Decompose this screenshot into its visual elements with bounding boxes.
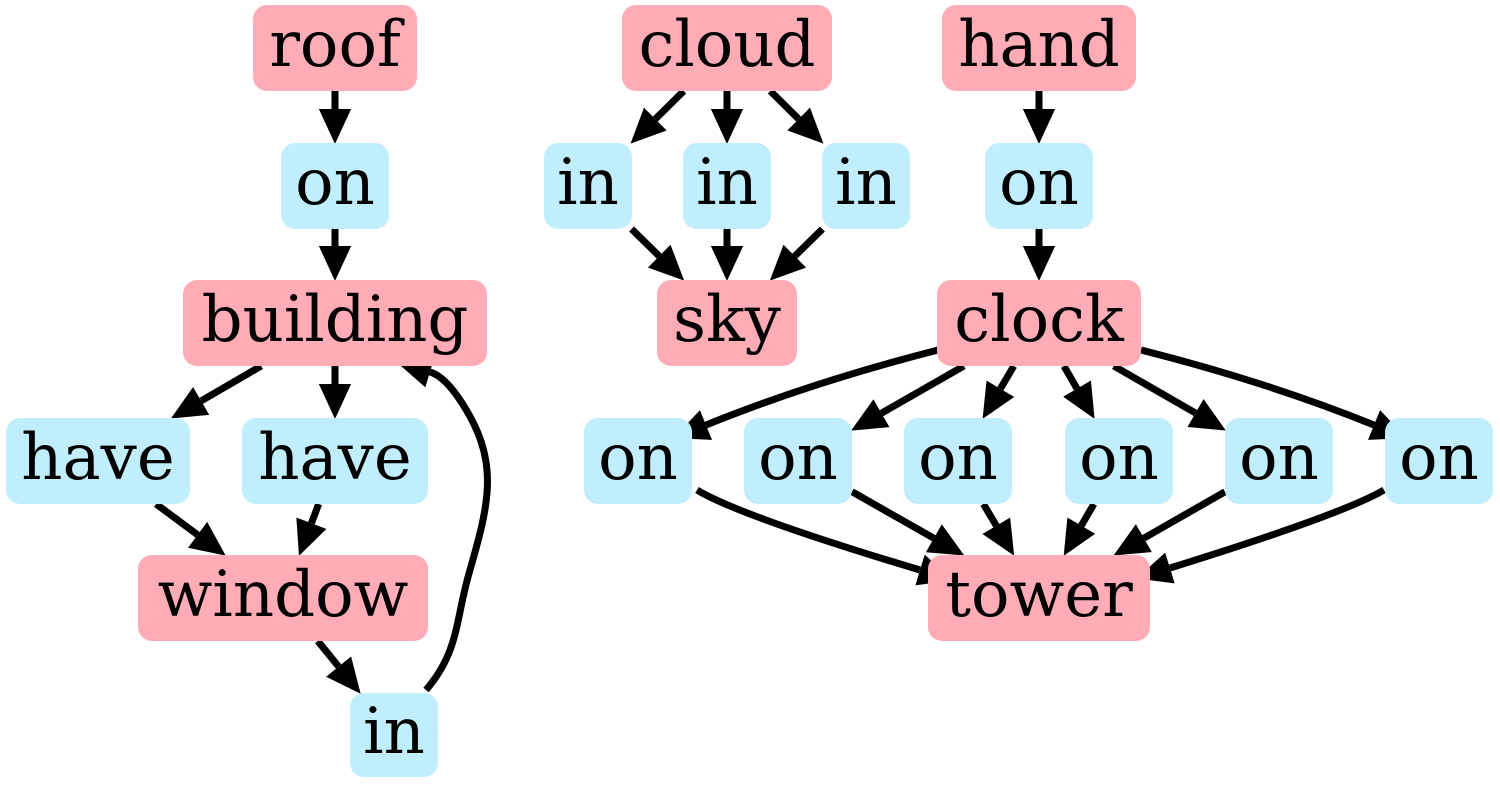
node-hand: hand	[942, 5, 1136, 91]
node-label-tower: tower	[945, 558, 1133, 632]
node-on6: on	[1385, 418, 1493, 504]
node-label-hand: hand	[958, 8, 1120, 82]
edge-on5-to-tower	[1113, 488, 1227, 556]
edges-layer	[154, 88, 1407, 694]
node-label-window: window	[158, 558, 409, 632]
node-box-on5	[1225, 418, 1333, 504]
node-in3: in	[822, 143, 910, 229]
node-label-have1: have	[21, 421, 174, 495]
node-label-roof: roof	[269, 8, 405, 82]
node-box-on1	[584, 418, 692, 504]
node-box-clock	[937, 280, 1141, 366]
node-box-in3	[822, 143, 910, 229]
node-label-building: building	[202, 283, 469, 357]
node-sky: sky	[657, 280, 797, 366]
node-on5: on	[1225, 418, 1333, 504]
node-label-on6: on	[1399, 421, 1479, 495]
node-label-sky: sky	[673, 283, 781, 357]
edge-on6-to-tower	[1136, 486, 1386, 584]
node-tower: tower	[928, 555, 1150, 641]
node-label-on_roof: on	[295, 146, 375, 220]
node-label-in_win: in	[363, 695, 425, 769]
edge-clock-to-on4	[1060, 364, 1095, 419]
edge-window-to-in_win	[315, 638, 361, 694]
edge-clock-to-on3	[982, 364, 1017, 419]
node-box-cloud	[622, 5, 832, 91]
node-label-in2: in	[696, 146, 758, 220]
node-box-sky	[657, 280, 797, 366]
node-on2: on	[744, 418, 852, 504]
node-box-on_hand	[985, 143, 1093, 229]
node-box-on6	[1385, 418, 1493, 504]
node-label-on4: on	[1079, 421, 1159, 495]
node-label-in3: in	[835, 146, 897, 220]
node-clock: clock	[937, 280, 1141, 366]
node-box-on2	[744, 418, 852, 504]
node-label-cloud: cloud	[638, 8, 815, 82]
node-box-tower	[928, 555, 1150, 641]
node-box-hand	[942, 5, 1136, 91]
edge-in3-to-sky	[769, 226, 825, 281]
node-box-on3	[904, 418, 1012, 504]
node-box-in_win	[350, 693, 438, 777]
edge-in_win-to-building	[396, 356, 491, 693]
node-on_hand: on	[985, 143, 1093, 229]
edge-have2-to-window	[296, 502, 327, 556]
node-box-in1	[544, 143, 632, 229]
edge-clock-to-on2	[851, 362, 966, 431]
node-label-on1: on	[598, 421, 678, 495]
node-label-on5: on	[1239, 421, 1319, 495]
node-box-on_roof	[281, 143, 389, 229]
edge-on3-to-tower	[980, 502, 1015, 556]
node-label-on_hand: on	[999, 146, 1079, 220]
node-box-on4	[1065, 418, 1173, 504]
node-building: building	[183, 280, 487, 366]
node-box-roof	[253, 5, 417, 91]
node-in1: in	[544, 143, 632, 229]
node-label-on2: on	[758, 421, 838, 495]
node-on1: on	[584, 418, 692, 504]
node-window: window	[138, 555, 428, 641]
node-label-have2: have	[258, 421, 411, 495]
node-box-building	[183, 280, 487, 366]
node-on_roof: on	[281, 143, 389, 229]
edge-cloud-to-in3	[767, 88, 824, 144]
edge-in1-to-sky	[629, 226, 685, 281]
node-label-clock: clock	[954, 283, 1125, 357]
edge-on4-to-tower	[1063, 502, 1097, 556]
node-on4: on	[1065, 418, 1173, 504]
node-box-have2	[242, 418, 428, 504]
node-label-on3: on	[918, 421, 998, 495]
edge-cloud-to-in1	[630, 88, 687, 144]
node-roof: roof	[253, 5, 417, 91]
node-box-have1	[6, 418, 190, 504]
edge-have1-to-window	[154, 501, 226, 556]
node-label-in1: in	[557, 146, 619, 220]
node-cloud: cloud	[622, 5, 832, 91]
edge-on1-to-tower	[695, 487, 954, 586]
node-box-window	[138, 555, 428, 641]
node-in_win: in	[350, 693, 438, 777]
node-box-in2	[683, 143, 771, 229]
edge-building-to-have1	[170, 362, 263, 419]
edge-clock-to-on5	[1112, 362, 1226, 431]
edge-clock-to-on1	[673, 346, 939, 440]
edge-clock-to-on6	[1140, 346, 1407, 440]
edge-on2-to-tower	[850, 488, 965, 556]
node-have1: have	[6, 418, 190, 504]
node-have2: have	[242, 418, 428, 504]
node-on3: on	[904, 418, 1012, 504]
node-in2: in	[683, 143, 771, 229]
